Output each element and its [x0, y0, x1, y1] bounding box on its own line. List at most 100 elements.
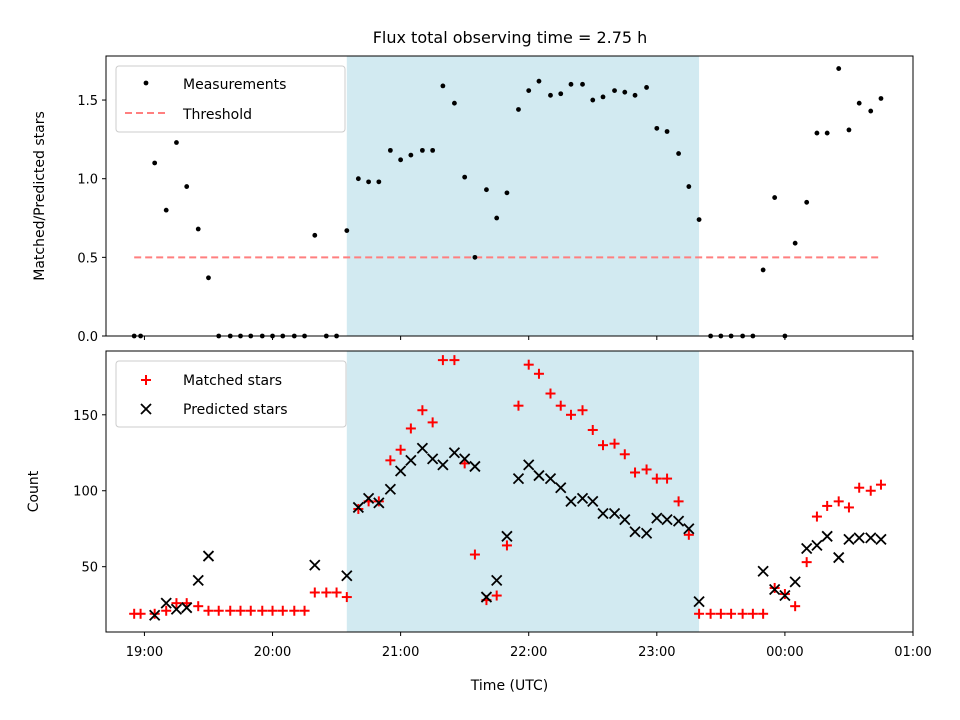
predicted-point	[651, 512, 663, 524]
x-stroke	[448, 447, 461, 459]
x-tick-label: 23:00	[638, 645, 675, 660]
predicted-point	[693, 595, 705, 608]
matched-point	[171, 598, 182, 609]
measurement-point	[174, 140, 179, 145]
matched-point	[683, 529, 694, 540]
matched-point	[865, 485, 876, 496]
legend-predicted-marker	[140, 403, 152, 415]
predicted-point	[427, 453, 439, 465]
predicted-point	[469, 460, 481, 473]
x-stroke	[512, 472, 525, 485]
x-tick-label: 22:00	[510, 645, 547, 660]
x-stroke	[693, 595, 705, 608]
predicted-point	[192, 574, 204, 586]
x-stroke	[821, 530, 833, 542]
matched-point	[267, 605, 278, 616]
x-stroke	[544, 472, 557, 485]
predicted-point	[608, 507, 621, 520]
x-stroke	[757, 565, 769, 577]
measurement-point	[163, 207, 169, 213]
ratio-y-tick-label: 1.0	[77, 173, 98, 188]
measurement-point	[878, 96, 884, 101]
predicted-point	[309, 559, 321, 571]
measurement-point	[408, 152, 414, 158]
predicted-point	[865, 532, 877, 544]
matched-point	[630, 467, 641, 478]
x-stroke	[608, 507, 621, 520]
x-stroke	[523, 459, 535, 471]
matched-point	[405, 423, 416, 434]
measurement-point	[600, 94, 606, 100]
predicted-point	[597, 507, 609, 520]
x-stroke	[427, 453, 439, 465]
matched-point	[245, 605, 256, 616]
measurement-point	[344, 228, 350, 234]
x-stroke	[309, 559, 321, 571]
matched-point	[427, 417, 438, 428]
matched-point	[565, 409, 576, 420]
matched-point	[331, 587, 342, 598]
predicted-point	[405, 454, 417, 466]
matched-point	[353, 503, 364, 514]
matched-point	[758, 608, 769, 619]
measurement-point	[366, 179, 371, 185]
count-y-tick-label: 50	[81, 561, 98, 576]
x-axis-label: Time (UTC)	[470, 678, 548, 694]
measurement-point	[676, 151, 681, 156]
x-stroke	[416, 442, 429, 454]
ratio-y-tick-label: 0.0	[77, 330, 98, 345]
predicted-point	[576, 492, 589, 504]
x-stroke	[469, 460, 481, 473]
predicted-point	[544, 472, 557, 485]
predicted-point	[491, 574, 503, 586]
predicted-point	[833, 551, 845, 564]
measurement-point	[504, 190, 510, 196]
x-stroke	[140, 403, 152, 415]
measurement-point	[472, 254, 478, 260]
matched-point	[491, 590, 502, 601]
matched-point	[822, 500, 833, 511]
measurement-point	[195, 226, 201, 232]
x-stroke	[480, 591, 493, 603]
predicted-point	[769, 583, 781, 596]
matched-point	[321, 587, 332, 598]
x-stroke	[362, 492, 375, 504]
matched-point	[587, 424, 598, 435]
predicted-point	[202, 550, 215, 562]
count-y-tick-label: 100	[73, 485, 98, 500]
predicted-point	[853, 532, 865, 544]
x-stroke	[853, 532, 865, 544]
predicted-point	[373, 497, 385, 509]
x-tick-label: 00:00	[766, 645, 803, 660]
legend-matched-marker	[141, 375, 151, 385]
x-stroke	[491, 574, 503, 586]
matched-point	[598, 440, 609, 451]
measurement-point	[814, 130, 820, 136]
measurement-point	[462, 174, 468, 180]
measurement-point	[516, 107, 521, 112]
x-stroke	[769, 583, 781, 596]
ratio-legend: Measurements Threshold	[115, 65, 346, 133]
matched-point	[203, 605, 214, 616]
matched-point	[225, 605, 236, 616]
measurement-point	[568, 81, 574, 87]
matched-point	[779, 589, 790, 600]
measurement-point	[664, 129, 670, 134]
x-stroke	[555, 482, 567, 494]
predicted-point	[629, 526, 641, 538]
legend-cross	[140, 403, 152, 415]
matched-point	[790, 601, 801, 612]
legend-measurements-marker	[143, 80, 149, 86]
measurement-point	[398, 157, 404, 163]
measurement-point	[484, 187, 489, 193]
measurement-point	[836, 66, 842, 71]
x-stroke	[576, 492, 589, 504]
measurement-point	[868, 108, 874, 114]
observing-window-band-top	[346, 56, 700, 336]
x-stroke	[651, 512, 663, 524]
matched-point	[449, 355, 460, 366]
matched-point	[149, 608, 160, 619]
x-stroke	[341, 570, 353, 582]
measurement-point	[206, 275, 211, 281]
predicted-point	[523, 459, 535, 471]
